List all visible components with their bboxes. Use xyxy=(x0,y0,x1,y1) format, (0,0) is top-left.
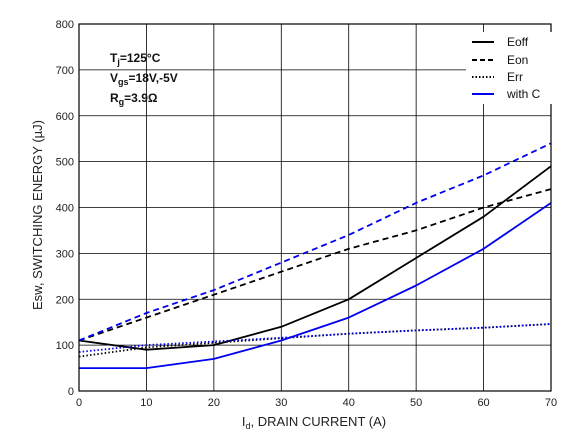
x-axis-label: Id, DRAIN CURRENT (A) xyxy=(242,414,386,431)
y-axis-label: Esw, SWITCHING ENERGY (µJ) xyxy=(30,120,45,310)
series-err-with-c-line xyxy=(78,323,552,353)
legend-box xyxy=(466,32,552,104)
condition-vgs: Vgs=18V,-5V xyxy=(110,71,178,87)
x-tick-label: 0 xyxy=(76,397,82,409)
series-err-line xyxy=(78,323,552,358)
y-tick-label: 800 xyxy=(56,19,74,31)
series-eoff-line xyxy=(78,165,552,351)
series-eon-line xyxy=(78,188,552,342)
legend-label-with-c: with C xyxy=(506,87,541,101)
x-tick-label: 70 xyxy=(545,397,557,409)
legend-label-eon: Eon xyxy=(507,53,528,67)
condition-rg: Rg=3.9Ω xyxy=(110,91,158,107)
x-tick-label: 50 xyxy=(410,397,422,409)
series-layer xyxy=(78,142,552,369)
plot-frame xyxy=(78,23,552,392)
y-tick-label: 500 xyxy=(56,157,74,169)
y-tick-label: 200 xyxy=(56,294,74,306)
x-tick-label: 30 xyxy=(275,397,287,409)
x-tick-label: 60 xyxy=(477,397,489,409)
y-tick-label: 0 xyxy=(68,386,74,398)
tick-labels: 0 100 200 300 400 500 600 700 800 0 10 20 30 40 50 60 70 xyxy=(56,19,557,409)
x-tick-label: 20 xyxy=(208,397,220,409)
y-tick-label: 700 xyxy=(56,65,74,77)
x-tick-label: 10 xyxy=(140,397,152,409)
y-tick-label: 400 xyxy=(56,203,74,215)
legend: Eoff Eon Err with C xyxy=(466,32,552,104)
legend-label-eoff: Eoff xyxy=(507,35,529,49)
condition-tj: Tj=125°C xyxy=(110,51,161,67)
legend-label-err: Err xyxy=(507,70,523,84)
y-tick-label: 300 xyxy=(56,248,74,260)
series-eoff-with-c-line xyxy=(79,202,552,369)
y-tick-label: 100 xyxy=(56,340,74,352)
x-tick-label: 40 xyxy=(343,397,355,409)
y-tick-label: 600 xyxy=(56,111,74,123)
series-eon-with-c-line xyxy=(78,142,552,342)
test-conditions: Tj=125°C Vgs=18V,-5V Rg=3.9Ω xyxy=(110,51,178,107)
